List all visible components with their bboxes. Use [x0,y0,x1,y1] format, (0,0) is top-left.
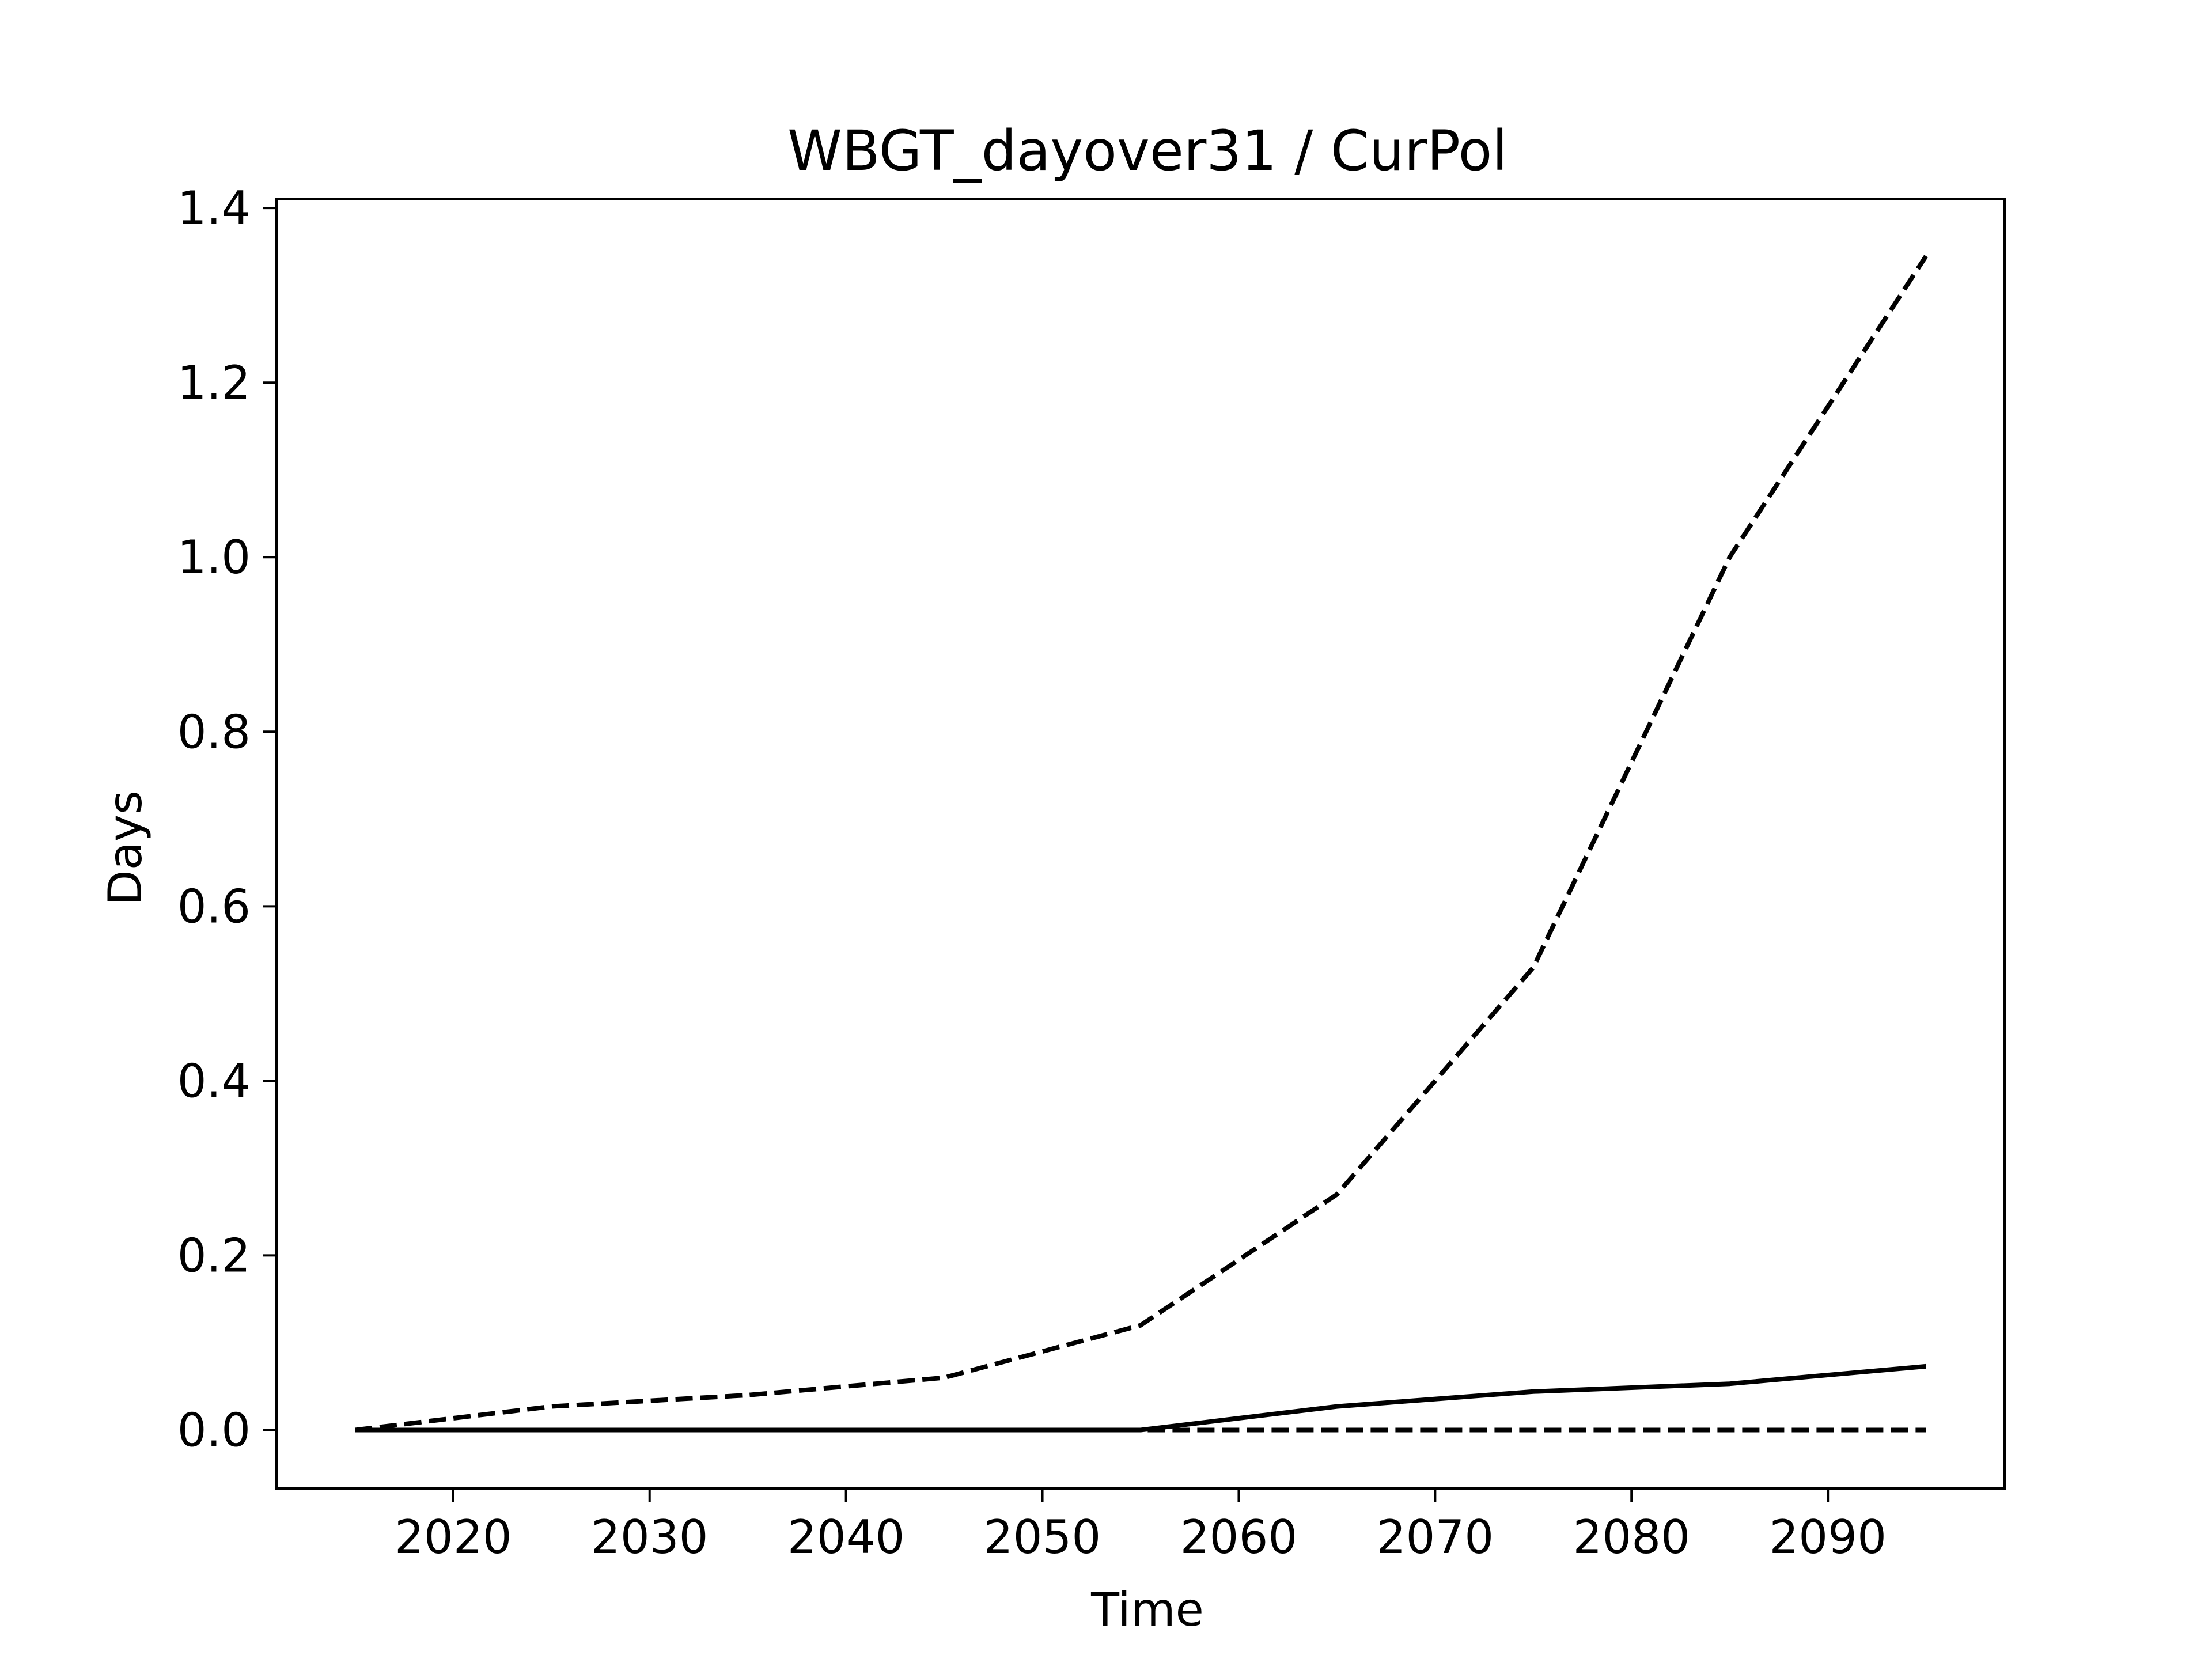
y-tick-label: 0.4 [177,1054,251,1108]
series-line-2 [355,1363,1926,1433]
x-tick-label: 2040 [787,1510,905,1564]
x-tick-label: 2030 [591,1510,709,1564]
x-tick-label: 2070 [1377,1510,1494,1564]
x-tick-label: 2060 [1180,1510,1298,1564]
x-axis: 2020 2030 2040 2050 2060 2070 2080 2090 [395,1488,1887,1564]
plot-frame [275,198,2006,1490]
y-tick-label: 0.8 [177,705,251,759]
x-tick-label: 2090 [1769,1510,1887,1564]
x-axis-label: Time [1090,1583,1204,1637]
y-tick-label: 0.2 [177,1229,251,1282]
chart-title: WBGT_dayover31 / CurPol [787,119,1508,183]
y-tick-label: 1.2 [177,356,251,410]
y-tick-label: 0.6 [177,880,251,933]
x-tick-label: 2020 [395,1510,512,1564]
x-tick-label: 2050 [984,1510,1101,1564]
series-line-1 [354,255,1928,1433]
y-tick-label: 1.0 [177,531,251,584]
series-layer [354,255,1928,1433]
y-axis-label: Days [99,790,152,906]
y-tick-label: 0.0 [177,1403,251,1457]
x-tick-label: 2080 [1573,1510,1690,1564]
y-axis: 0.0 0.2 0.4 0.6 0.8 1.0 1.2 1.4 [177,181,276,1457]
y-tick-label: 1.4 [177,181,251,235]
